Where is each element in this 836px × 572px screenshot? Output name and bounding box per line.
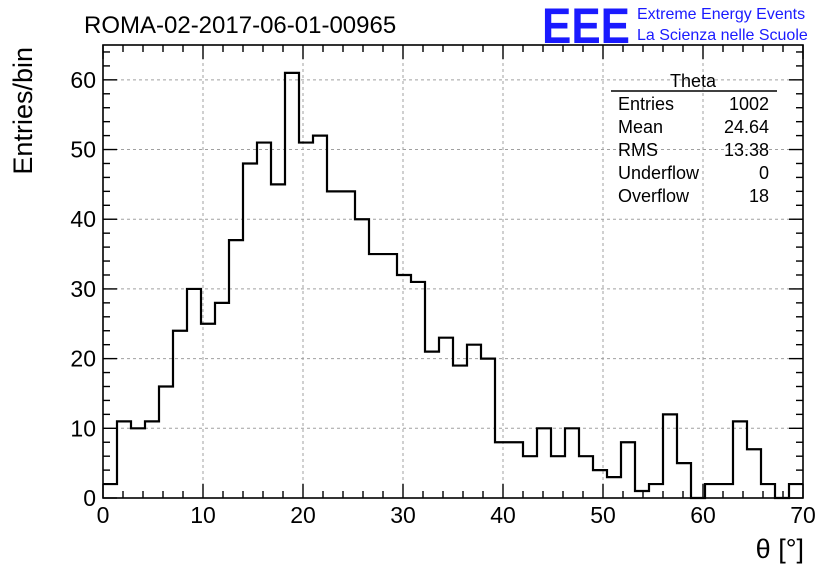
stats-value: 0 — [759, 163, 769, 183]
x-tick-label: 10 — [190, 502, 216, 528]
chart-title: ROMA-02-2017-06-01-00965 — [84, 12, 396, 39]
logo-mark: EEE — [542, 0, 630, 54]
y-tick-label: 10 — [70, 415, 96, 441]
stats-value: 24.64 — [724, 117, 769, 137]
x-tick-label: 40 — [490, 502, 516, 528]
logo-line-1: Extreme Energy Events — [637, 6, 805, 23]
x-tick-label: 70 — [790, 502, 816, 528]
y-tick-label: 30 — [70, 276, 96, 302]
stats-label: Entries — [618, 94, 674, 114]
plot-frame — [102, 44, 804, 499]
y-tick-label: 20 — [70, 346, 96, 372]
x-tick-label: 20 — [290, 502, 316, 528]
y-tick-label: 60 — [70, 67, 96, 93]
grid-lines — [103, 45, 803, 498]
stats-label: Overflow — [618, 186, 690, 206]
stats-label: Mean — [618, 117, 663, 137]
x-tick-label: 50 — [590, 502, 616, 528]
tick-labels: 0 10 20 30 40 50 60 70 0 10 20 30 40 50 60 — [70, 67, 815, 528]
histogram-line — [103, 71, 803, 500]
x-tick-label: 30 — [390, 502, 416, 528]
y-axis-label: Entries/bin — [8, 47, 38, 175]
y-tick-label: 50 — [70, 137, 96, 163]
x-tick-label: 0 — [97, 502, 110, 528]
stats-label: RMS — [618, 140, 658, 160]
stats-title: Theta — [670, 71, 717, 91]
stats-value: 1002 — [729, 94, 769, 114]
axis-ticks — [102, 45, 804, 499]
stats-value: 18 — [749, 186, 769, 206]
stats-box: Theta Entries 1002 Mean 24.64 RMS 13.38 Underf… — [611, 71, 777, 206]
y-tick-label: 0 — [83, 485, 96, 511]
y-tick-label: 40 — [70, 206, 96, 232]
stats-label: Underflow — [618, 163, 700, 183]
logo-line-2: La Scienza nelle Scuole — [637, 27, 808, 44]
x-tick-label: 60 — [690, 502, 716, 528]
stats-value: 13.38 — [724, 140, 769, 160]
x-axis-label: θ [°] — [756, 534, 804, 564]
eee-logo: EEE Extreme Energy Events La Scienza nel… — [542, 0, 808, 54]
